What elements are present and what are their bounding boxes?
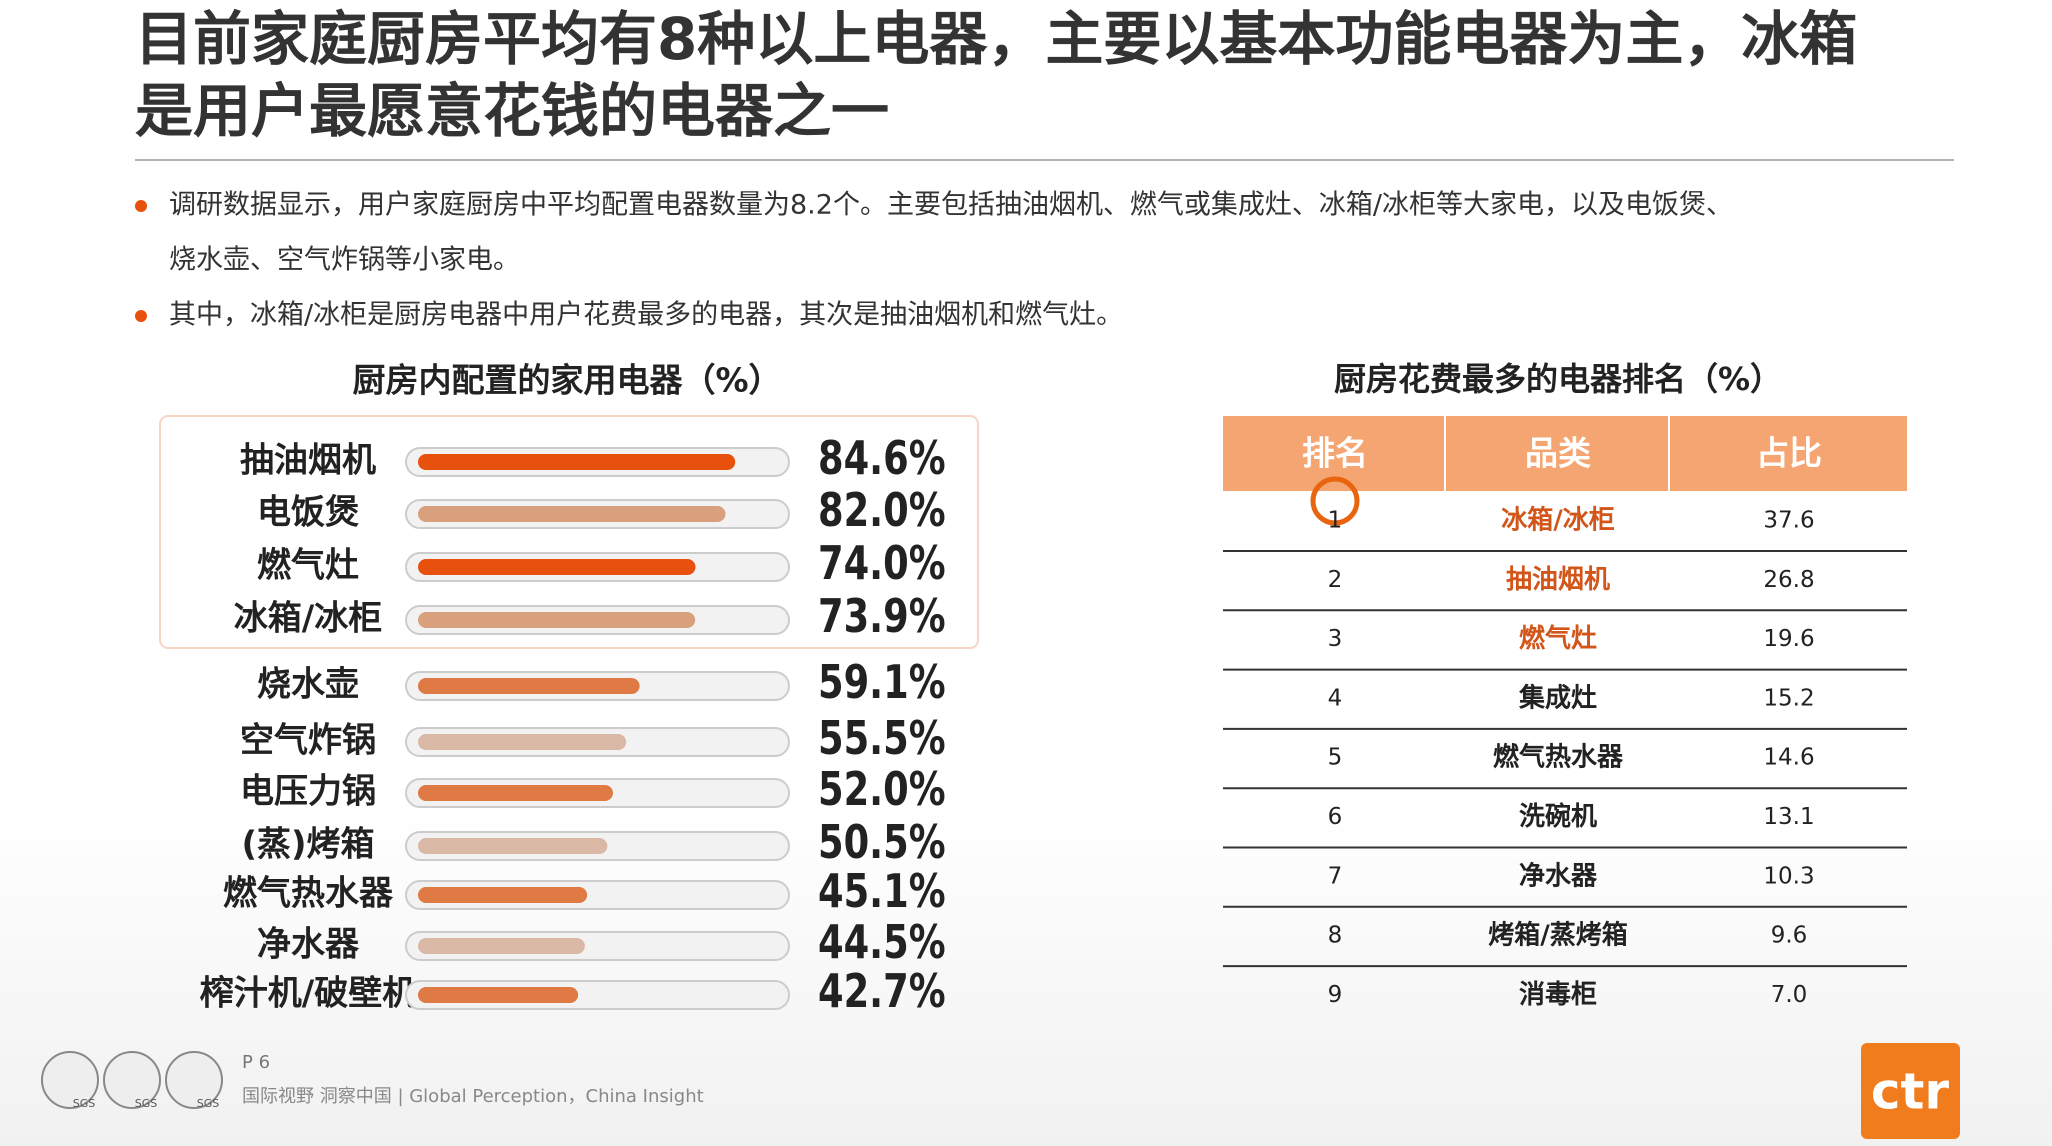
badge-text: SGS: [73, 1097, 96, 1110]
table-cell: 净水器: [1519, 861, 1598, 891]
table-cell: 抽油烟机: [1506, 565, 1610, 595]
bar: [418, 987, 579, 1003]
table-cell: 15.2: [1763, 685, 1814, 711]
bar: [418, 887, 588, 903]
table-cell: 集成灶: [1518, 682, 1597, 713]
value-label: 52.0%: [818, 762, 946, 816]
bar-label: 冰箱/冰柜: [234, 599, 382, 639]
title-line: 是用户最愿意花钱的电器之一: [135, 77, 889, 145]
value-label: 50.5%: [818, 815, 946, 869]
bar-label: (蒸)烤箱: [241, 825, 374, 865]
title-line: 目前家庭厨房平均有8种以上电器，主要以基本功能电器为主，冰箱: [135, 5, 1857, 73]
table-cell: 9: [1328, 982, 1343, 1008]
value-label: 59.1%: [818, 655, 946, 709]
bar: [418, 506, 726, 522]
table-cell: 37.6: [1763, 508, 1814, 534]
tagline: 国际视野 洞察中国 | Global Perception，China Insi…: [242, 1086, 704, 1107]
table-cell: 8: [1328, 923, 1343, 949]
bar: [418, 838, 608, 854]
bullet-text: 其中，冰箱/冰柜是厨房电器中用户花费最多的电器，其次是抽油烟机和燃气灶。: [169, 300, 1123, 331]
bar-label: 净水器: [257, 925, 360, 965]
header-cell: 品类: [1525, 434, 1591, 473]
table-cell: 烤箱/蒸烤箱: [1488, 920, 1628, 951]
bar: [418, 785, 613, 801]
badge-text: SGS: [197, 1097, 220, 1110]
table-cell: 26.8: [1763, 567, 1814, 593]
value-label: 82.0%: [818, 483, 946, 537]
badge: [165, 1051, 223, 1109]
bar: [418, 734, 627, 750]
bar-label: 烧水壶: [257, 665, 359, 705]
table-cell: 19.6: [1763, 626, 1814, 652]
rank-icon: [1310, 476, 1360, 526]
table-cell: 冰箱/冰柜: [1501, 505, 1615, 536]
table-cell: 9.6: [1771, 923, 1808, 949]
bullet-text: 调研数据显示，用户家庭厨房中平均配置电器数量为8.2个。主要包括抽油烟机、燃气或…: [169, 190, 1733, 221]
bar-label: 电饭煲: [257, 493, 359, 533]
table-cell: 燃气灶: [1519, 623, 1597, 654]
header-cell: 占比: [1756, 434, 1822, 473]
table-cell: 4: [1328, 685, 1343, 711]
page-number: P 6: [242, 1052, 270, 1073]
chart-title: 厨房内配置的家用电器（%）: [352, 361, 781, 400]
table-cell: 洗碗机: [1519, 801, 1597, 832]
value-label: 84.6%: [818, 431, 946, 485]
bar: [418, 678, 640, 694]
bar: [418, 938, 585, 954]
header-cell: 排名: [1302, 434, 1368, 473]
bullet-text: 烧水壶、空气炸锅等小家电。: [169, 245, 520, 276]
table-cell: 3: [1328, 626, 1343, 652]
table-title: 厨房花费最多的电器排名（%）: [1334, 360, 1782, 398]
value-label: 74.0%: [818, 536, 946, 590]
table-cell: 1: [1328, 508, 1343, 534]
value-label: 42.7%: [818, 964, 946, 1018]
value-label: 45.1%: [818, 864, 946, 918]
table-cell: 燃气热水器: [1493, 742, 1624, 773]
table-cell: 7: [1328, 863, 1343, 889]
table-cell: 14.6: [1763, 745, 1814, 771]
bar-label: 电压力锅: [240, 772, 376, 812]
bar: [418, 454, 736, 470]
table-cell: 5: [1328, 745, 1343, 771]
value-label: 55.5%: [818, 711, 946, 765]
bar: [418, 612, 696, 628]
table-cell: 10.3: [1763, 863, 1814, 889]
value-label: 44.5%: [818, 915, 946, 969]
bullet-dot: [135, 310, 147, 322]
bar-label: 燃气灶: [257, 546, 359, 586]
badge-text: SGS: [135, 1097, 158, 1110]
value-label: 73.9%: [818, 589, 946, 643]
bar-label: 榨汁机/破壁机: [200, 974, 416, 1014]
logo: ctr: [1871, 1063, 1950, 1121]
bar: [418, 559, 696, 575]
table-cell: 消毒柜: [1519, 980, 1597, 1010]
logo-box: [1861, 1043, 1960, 1139]
table-cell: 2: [1328, 567, 1343, 593]
bar-label: 燃气热水器: [223, 874, 394, 914]
bar-label: 抽油烟机: [240, 441, 376, 481]
table-cell: 13.1: [1763, 804, 1814, 830]
bullet-dot: [135, 200, 147, 212]
bar-label: 空气炸锅: [240, 721, 376, 761]
table-cell: 6: [1328, 804, 1343, 830]
badge: [41, 1051, 99, 1109]
table-cell: 7.0: [1771, 982, 1808, 1008]
badge: [103, 1051, 161, 1109]
